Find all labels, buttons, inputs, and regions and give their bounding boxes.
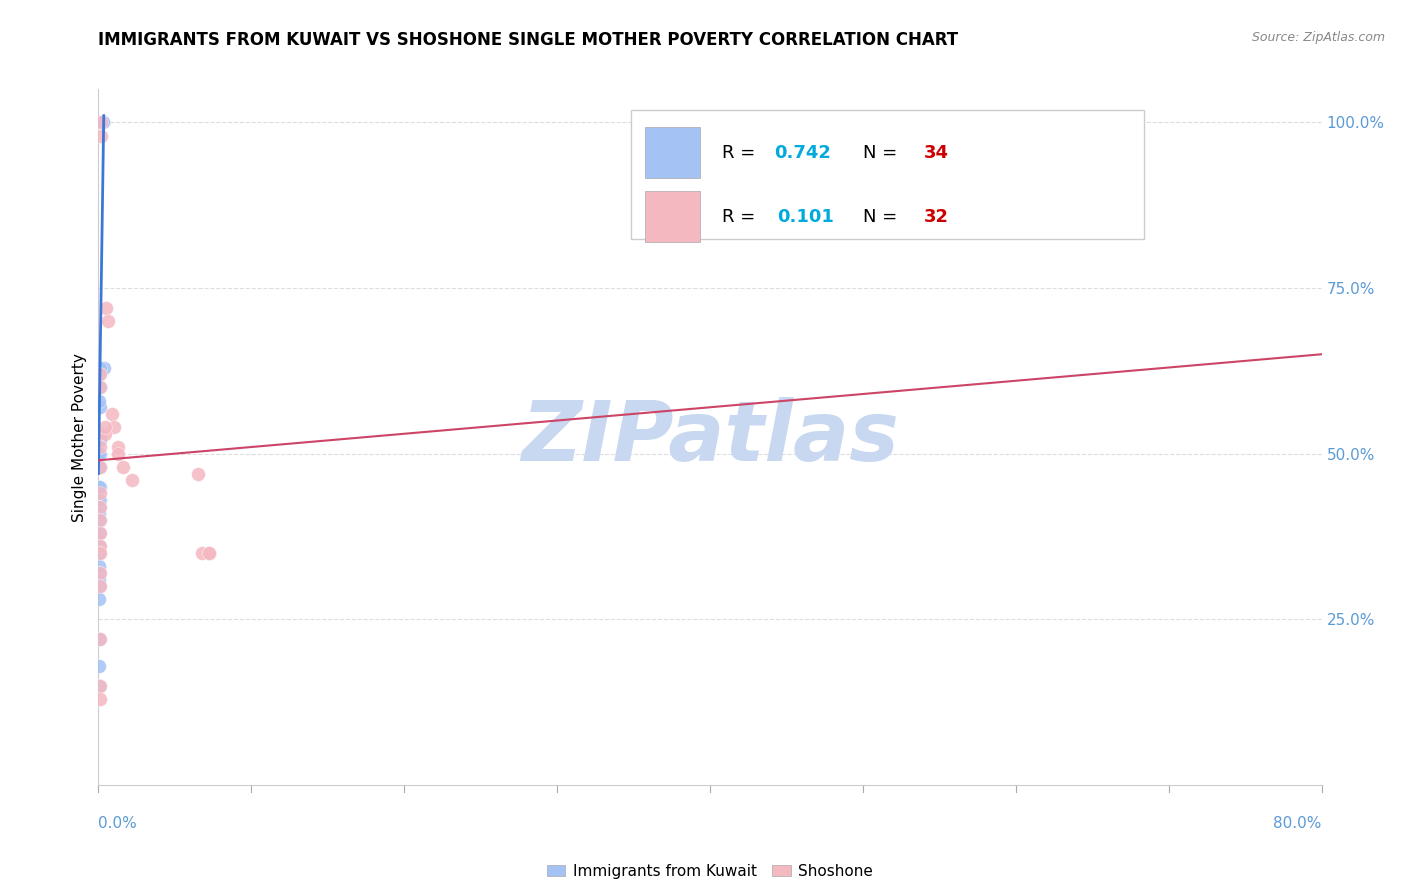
FancyBboxPatch shape — [630, 110, 1144, 239]
Point — [93, 420, 115, 434]
Point — [89, 367, 111, 381]
Point — [103, 420, 125, 434]
Point — [87, 526, 110, 541]
FancyBboxPatch shape — [645, 192, 700, 242]
Point — [197, 546, 219, 560]
Point — [89, 486, 111, 500]
Point — [89, 579, 111, 593]
Point — [87, 592, 110, 607]
Text: 80.0%: 80.0% — [1274, 816, 1322, 831]
Point — [89, 401, 111, 415]
Point — [87, 540, 110, 554]
Point — [90, 128, 112, 143]
Point — [87, 459, 110, 474]
Point — [93, 426, 115, 441]
Point — [89, 380, 111, 394]
Y-axis label: Single Mother Poverty: Single Mother Poverty — [72, 352, 87, 522]
Text: 34: 34 — [924, 144, 949, 161]
Point — [89, 500, 111, 514]
Point — [87, 546, 110, 560]
Point — [87, 506, 110, 520]
Point — [89, 526, 111, 541]
Text: N =: N = — [863, 144, 903, 161]
Text: 32: 32 — [924, 208, 949, 226]
Point — [89, 434, 111, 448]
Point — [89, 440, 111, 454]
Point — [89, 367, 111, 381]
Point — [197, 546, 219, 560]
Point — [87, 480, 110, 494]
Legend: Immigrants from Kuwait, Shoshone: Immigrants from Kuwait, Shoshone — [541, 858, 879, 885]
Point — [97, 314, 120, 328]
Point — [89, 459, 111, 474]
Point — [87, 658, 110, 673]
Text: R =: R = — [723, 144, 761, 161]
Point — [87, 500, 110, 514]
Point — [91, 115, 114, 129]
Point — [107, 440, 129, 454]
Text: 0.0%: 0.0% — [98, 816, 138, 831]
Point — [187, 467, 209, 481]
Point — [87, 526, 110, 541]
Point — [89, 679, 111, 693]
Point — [87, 573, 110, 587]
Point — [87, 579, 110, 593]
Point — [87, 559, 110, 574]
Point — [107, 447, 129, 461]
Point — [89, 360, 111, 375]
Point — [87, 632, 110, 647]
Point — [89, 480, 111, 494]
Point — [89, 566, 111, 580]
Point — [87, 513, 110, 527]
Text: IMMIGRANTS FROM KUWAIT VS SHOSHONE SINGLE MOTHER POVERTY CORRELATION CHART: IMMIGRANTS FROM KUWAIT VS SHOSHONE SINGL… — [98, 31, 959, 49]
Point — [89, 691, 111, 706]
Point — [89, 393, 111, 408]
Text: 0.101: 0.101 — [778, 208, 834, 226]
Point — [87, 493, 110, 508]
Point — [89, 540, 111, 554]
Point — [89, 426, 111, 441]
Point — [91, 115, 114, 129]
Point — [101, 407, 124, 421]
Point — [93, 360, 115, 375]
Point — [89, 546, 111, 560]
Text: ZIPatlas: ZIPatlas — [522, 397, 898, 477]
Point — [87, 679, 110, 693]
Point — [94, 301, 117, 315]
Point — [87, 513, 110, 527]
Point — [89, 447, 111, 461]
Point — [87, 566, 110, 580]
Text: N =: N = — [863, 208, 903, 226]
Point — [89, 434, 111, 448]
Text: R =: R = — [723, 208, 768, 226]
Point — [89, 493, 111, 508]
Point — [191, 546, 214, 560]
Point — [89, 459, 111, 474]
Text: 0.742: 0.742 — [773, 144, 831, 161]
Point — [89, 632, 111, 647]
FancyBboxPatch shape — [645, 128, 700, 178]
Point — [90, 115, 112, 129]
Point — [89, 513, 111, 527]
Point — [121, 473, 143, 487]
Point — [89, 380, 111, 394]
Point — [89, 447, 111, 461]
Point — [111, 459, 134, 474]
Text: Source: ZipAtlas.com: Source: ZipAtlas.com — [1251, 31, 1385, 45]
